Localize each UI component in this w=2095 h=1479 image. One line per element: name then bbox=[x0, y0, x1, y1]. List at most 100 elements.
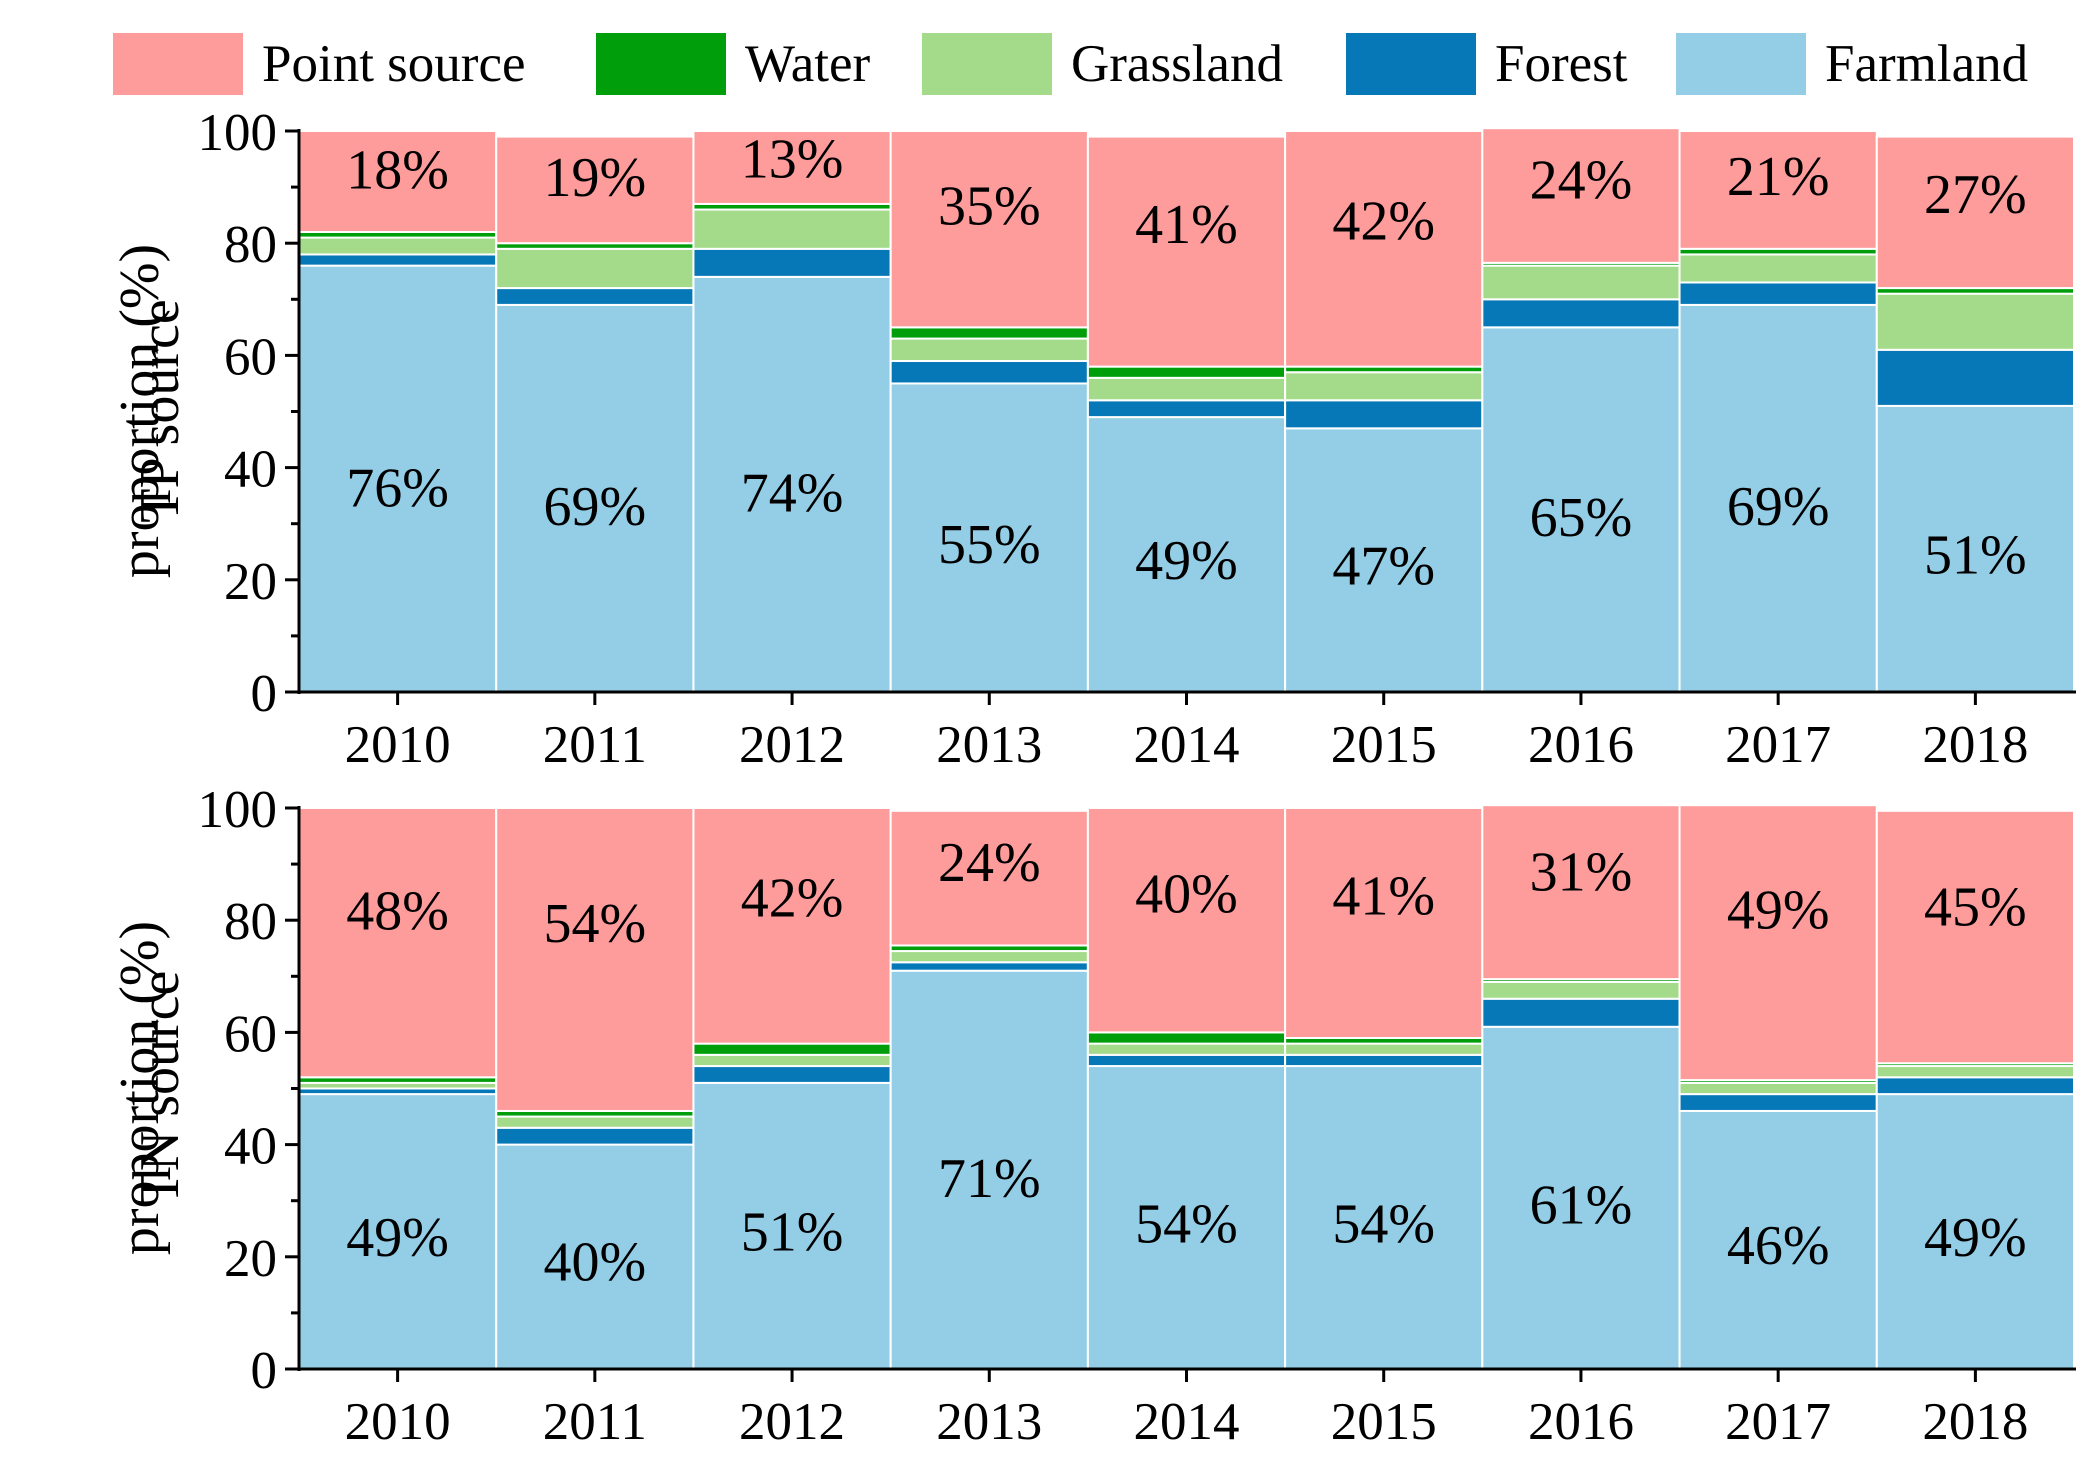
tn-axes: 0 20 40 60 80 100 2010 2011 2012 2013 2014 2015 2016… bbox=[198, 781, 2076, 1451]
tn-bar-farmland-2013 bbox=[889, 969, 1089, 1370]
tn-bar-farmland-2014 bbox=[1086, 1065, 1287, 1371]
tp-bar-forest-2018 bbox=[1875, 348, 2076, 407]
legend-swatch-forest bbox=[1346, 33, 1476, 95]
tp-label-farmland-2012: 74% bbox=[741, 463, 844, 525]
tn-bar-grassland-2018 bbox=[1875, 1065, 2076, 1079]
tn-label-farmland-2015: 54% bbox=[1332, 1194, 1435, 1256]
tp-label-farmland-2014: 49% bbox=[1135, 530, 1238, 592]
tn-bar-grassland-2016 bbox=[1481, 980, 1681, 1000]
tp-x-tick-label-2017: 2017 bbox=[1725, 716, 1831, 774]
tn-x-tick-label-2014: 2014 bbox=[1134, 1393, 1240, 1451]
tp-bar-water-2014 bbox=[1086, 365, 1287, 379]
tn-label-farmland-2018: 49% bbox=[1924, 1207, 2027, 1269]
tn-bar-grassland-2013 bbox=[889, 950, 1089, 964]
tp-bar-point-source-2015 bbox=[1284, 130, 1484, 368]
tn-bar-forest-2014 bbox=[1086, 1053, 1287, 1068]
legend-label-point-source: Point source bbox=[262, 35, 526, 93]
tn-y-tick-label-80: 80 bbox=[224, 893, 277, 951]
tp-data-labels: 76% 69% 74% 55% 49% 47% 65% 69% 51% 18% 19% 13% 35% 4… bbox=[346, 129, 2026, 598]
tn-y-axis-title-line2: proportion (%) bbox=[109, 921, 171, 1255]
tn-label-point-source-2013: 24% bbox=[938, 832, 1041, 894]
tp-label-farmland-2016: 65% bbox=[1530, 487, 1633, 549]
tn-bar-farmland-2011 bbox=[495, 1143, 695, 1370]
legend-label-forest: Forest bbox=[1495, 35, 1628, 93]
legend-label-water: Water bbox=[745, 35, 871, 93]
tn-bar-point-source-2012 bbox=[692, 807, 892, 1045]
tn-label-farmland-2017: 46% bbox=[1727, 1215, 1830, 1277]
tp-x-tick-label-2013: 2013 bbox=[936, 716, 1042, 774]
tn-bar-point-source-2013 bbox=[889, 809, 1089, 947]
tp-y-axis-title-line2: proportion (%) bbox=[109, 244, 171, 578]
tn-label-farmland-2014: 54% bbox=[1135, 1194, 1238, 1256]
tp-x-tick-label-2010: 2010 bbox=[345, 716, 451, 774]
tp-bar-grassland-2015 bbox=[1284, 371, 1484, 402]
tp-bar-forest-2010 bbox=[298, 253, 498, 267]
tn-y-axis-title-line1: TN source bbox=[129, 971, 191, 1206]
legend-swatch-water bbox=[596, 33, 726, 95]
tp-bar-point-source-2012 bbox=[692, 130, 892, 205]
tp-bar-farmland-2015 bbox=[1284, 427, 1484, 693]
tp-x-tick-label-2011: 2011 bbox=[543, 716, 647, 774]
tp-label-farmland-2015: 47% bbox=[1332, 535, 1435, 597]
tp-bar-forest-2012 bbox=[692, 247, 892, 278]
tn-x-tick-label-2012: 2012 bbox=[739, 1393, 845, 1451]
tn-x-tick-label-2017: 2017 bbox=[1725, 1393, 1831, 1451]
tn-label-point-source-2011: 54% bbox=[544, 893, 647, 955]
tp-bar-grassland-2018 bbox=[1875, 292, 2076, 351]
tp-label-farmland-2011: 69% bbox=[544, 476, 647, 538]
tn-bar-point-source-2015 bbox=[1284, 807, 1484, 1040]
tp-bar-water-2013 bbox=[889, 326, 1089, 340]
tn-label-farmland-2010: 49% bbox=[346, 1207, 449, 1269]
tp-label-point-source-2011: 19% bbox=[544, 147, 647, 209]
tn-bar-grassland-2015 bbox=[1284, 1042, 1484, 1056]
legend-item-water: Water bbox=[596, 33, 871, 95]
legend-item-point-source: Point source bbox=[113, 33, 526, 95]
tn-y-tick-label-100: 100 bbox=[198, 781, 278, 839]
tn-bar-forest-2017 bbox=[1678, 1093, 1878, 1112]
legend-item-grassland: Grassland bbox=[922, 33, 1283, 95]
tp-x-tick-label-2014: 2014 bbox=[1134, 716, 1240, 774]
tn-x-tick-label-2010: 2010 bbox=[345, 1393, 451, 1451]
tp-bar-forest-2013 bbox=[889, 360, 1089, 385]
tn-x-tick-label-2011: 2011 bbox=[543, 1393, 647, 1451]
tp-y-tick-label-60: 60 bbox=[224, 328, 277, 386]
tn-label-point-source-2015: 41% bbox=[1332, 865, 1435, 927]
tp-bar-farmland-2010 bbox=[298, 264, 498, 693]
tn-bar-farmland-2010 bbox=[298, 1093, 498, 1370]
tp-bar-point-source-2016 bbox=[1481, 127, 1681, 264]
tn-bar-water-2014 bbox=[1086, 1031, 1287, 1045]
tp-label-point-source-2016: 24% bbox=[1530, 149, 1633, 211]
tp-bar-forest-2014 bbox=[1086, 399, 1287, 419]
tn-label-farmland-2013: 71% bbox=[938, 1148, 1041, 1210]
tn-bar-grassland-2014 bbox=[1086, 1042, 1287, 1056]
tp-x-tick-label-2015: 2015 bbox=[1331, 716, 1437, 774]
tp-bar-forest-2017 bbox=[1678, 281, 1878, 306]
tn-label-farmland-2012: 51% bbox=[741, 1202, 844, 1264]
tn-data-labels: 49% 40% 51% 71% 54% 54% 61% 46% 49% 48% 54% 42% 24% 4… bbox=[346, 832, 2026, 1293]
tn-label-point-source-2018: 45% bbox=[1924, 877, 2027, 939]
tp-bar-forest-2016 bbox=[1481, 298, 1681, 329]
tp-bar-farmland-2013 bbox=[889, 382, 1089, 693]
tn-label-point-source-2012: 42% bbox=[741, 868, 844, 930]
tn-bar-point-source-2014 bbox=[1086, 807, 1287, 1034]
tp-label-point-source-2015: 42% bbox=[1332, 191, 1435, 253]
tp-label-point-source-2012: 13% bbox=[741, 129, 844, 191]
legend-item-forest: Forest bbox=[1346, 33, 1628, 95]
legend: Point source Water Grassland Forest Farmland bbox=[113, 33, 2028, 95]
tn-bar-point-source-2011 bbox=[495, 807, 695, 1112]
tn-label-farmland-2011: 40% bbox=[544, 1231, 647, 1293]
tn-bar-forest-2018 bbox=[1875, 1076, 2076, 1096]
tn-bar-forest-2011 bbox=[495, 1126, 695, 1146]
tn-bar-water-2012 bbox=[692, 1042, 892, 1056]
tn-bar-point-source-2016 bbox=[1481, 804, 1681, 981]
tp-bar-point-source-2010 bbox=[298, 130, 498, 233]
tp-bar-forest-2015 bbox=[1284, 399, 1484, 430]
tp-label-farmland-2013: 55% bbox=[938, 514, 1041, 576]
legend-swatch-grassland bbox=[922, 33, 1052, 95]
legend-label-grassland: Grassland bbox=[1071, 35, 1283, 93]
tp-label-farmland-2010: 76% bbox=[346, 457, 449, 519]
tn-bar-farmland-2016 bbox=[1481, 1025, 1681, 1371]
tp-y-tick-label-100: 100 bbox=[198, 104, 278, 162]
tp-label-point-source-2017: 21% bbox=[1727, 146, 1830, 208]
